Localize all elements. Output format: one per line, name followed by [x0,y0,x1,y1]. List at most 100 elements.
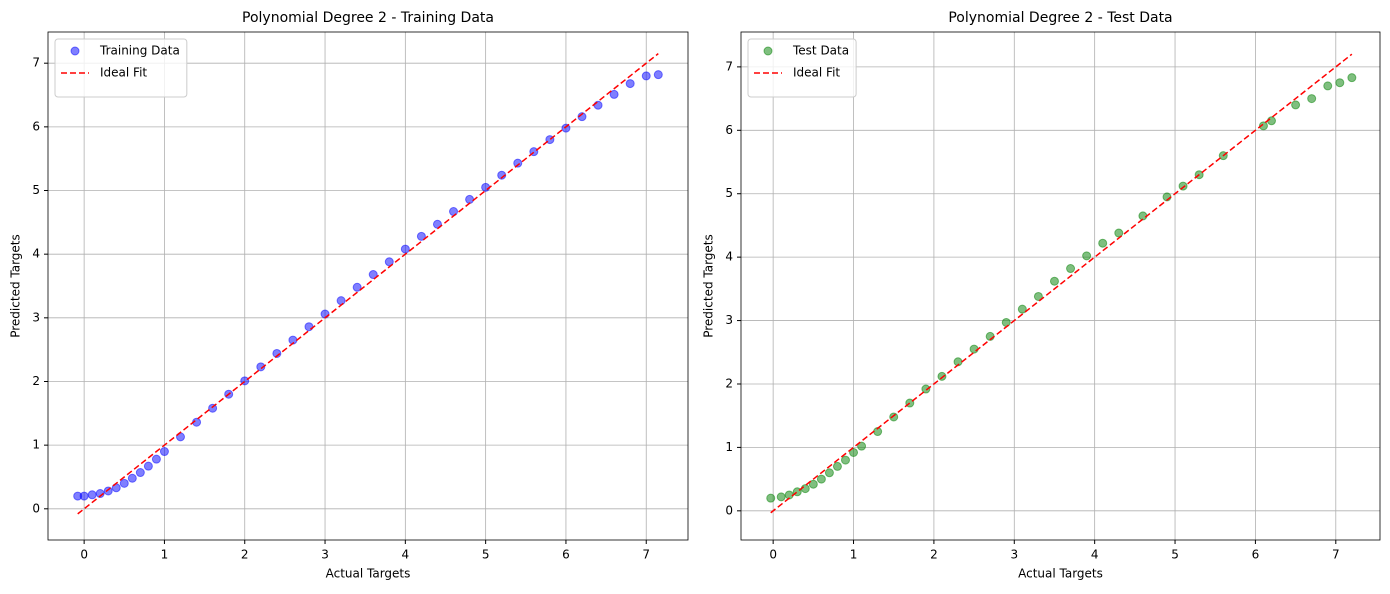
scatter-point [824,468,834,478]
scatter-point [1049,276,1059,286]
scatter-point [151,454,161,464]
x-tick-label: 6 [562,548,570,562]
x-tick-label: 2 [930,548,938,562]
y-tick-label: 2 [725,376,733,390]
y-tick-label: 6 [725,123,733,137]
scatter-point [857,441,867,451]
x-tick-label: 7 [1332,548,1340,562]
y-tick-label: 0 [32,501,40,515]
y-axis-label: Predicted Targets [9,234,23,338]
scatter-point [832,461,842,471]
scatter-point [400,244,410,254]
scatter-point [593,100,603,110]
scatter-point [1082,251,1092,261]
scatter-point [127,473,137,483]
scatter-point [609,89,619,99]
scatter-point [79,491,89,501]
scatter-point [1098,238,1108,248]
x-tick-label: 5 [1171,548,1179,562]
scatter-point [143,461,153,471]
legend-label: Test Data [792,44,849,58]
x-tick-label: 1 [161,548,169,562]
scatter-point [1066,264,1076,274]
y-tick-label: 7 [32,56,40,70]
scatter-point [384,257,394,267]
scatter-point [969,344,979,354]
x-tick-label: 5 [482,548,490,562]
x-tick-label: 0 [769,548,777,562]
scatter-point [87,490,97,500]
scatter-point [416,231,426,241]
scatter-point [119,478,129,488]
x-axis-label: Actual Targets [326,567,411,581]
scatter-point [513,158,523,168]
y-tick-label: 4 [725,250,733,264]
scatter-point [272,348,282,358]
legend-marker [70,46,80,56]
x-tick-label: 4 [402,548,410,562]
scatter-point [625,79,635,89]
scatter-point [849,447,859,457]
legend-label: Ideal Fit [793,66,840,80]
y-tick-label: 1 [725,440,733,454]
y-tick-label: 0 [725,503,733,517]
legend-label: Training Data [99,44,180,58]
scatter-point [336,296,346,306]
scatter-point [816,474,826,484]
scatter-point [1347,73,1357,83]
scatter-point [465,194,475,204]
chart-title: Polynomial Degree 2 - Test Data [948,10,1172,26]
scatter-point [808,479,818,489]
y-tick-label: 4 [32,247,40,261]
fit-line [77,53,659,515]
scatter-point [159,447,169,457]
chart-title: Polynomial Degree 2 - Training Data [242,10,494,26]
x-tick-label: 3 [1010,548,1018,562]
x-tick-label: 0 [80,548,88,562]
legend-box [747,38,857,98]
x-tick-label: 6 [1252,548,1260,562]
scatter-point [103,486,113,496]
scatter-point [95,489,105,499]
scatter-point [776,492,786,502]
scatter-point [1323,81,1333,91]
x-tick-label: 4 [1091,548,1099,562]
legend-box [54,38,188,98]
scatter-point [577,112,587,122]
scatter-point [1017,304,1027,314]
scatter-point [304,322,314,332]
y-axis-label: Predicted Targets [702,234,716,338]
scatter-point [800,484,810,494]
y-tick-label: 5 [32,183,40,197]
axes-frame [740,31,1381,541]
scatter-point [1033,291,1043,301]
scatter-point [320,309,330,319]
scatter-point [352,282,362,292]
scatter-point [481,182,491,192]
x-tick-label: 2 [241,548,249,562]
scatter-point [653,70,663,80]
scatter-point [1138,211,1148,221]
x-tick-label: 3 [321,548,329,562]
x-tick-label: 1 [850,548,858,562]
legend-label: Ideal Fit [100,66,147,80]
scatter-point [135,468,145,478]
scatter-point [921,384,931,394]
legend-marker [763,46,773,56]
scatter-point [1258,121,1268,131]
scatter-point [1114,228,1124,238]
scatter-point [1335,78,1345,88]
scatter-point [840,455,850,465]
y-tick-label: 2 [32,374,40,388]
x-axis-label: Actual Targets [1018,567,1103,581]
scatter-point [1307,94,1317,104]
y-tick-label: 6 [32,119,40,133]
y-tick-label: 1 [32,438,40,452]
scatter-point [256,362,266,372]
y-tick-label: 3 [32,310,40,324]
scatter-point [641,71,651,81]
scatter-point [1266,116,1276,126]
axes-frame [47,31,689,541]
